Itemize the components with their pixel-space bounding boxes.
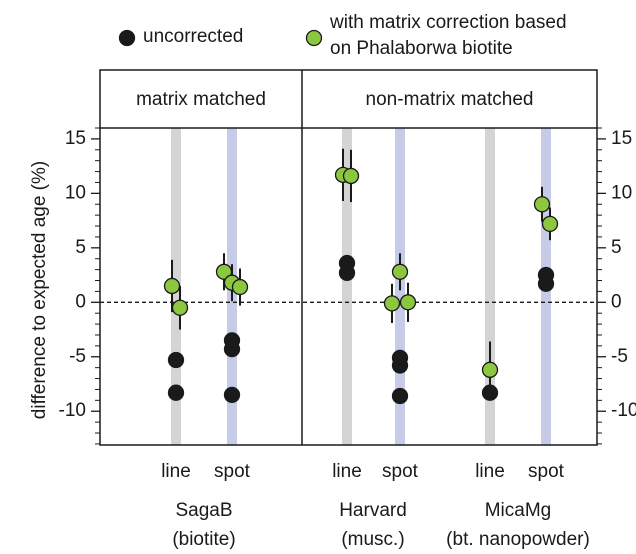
data-point [391, 263, 409, 280]
data-point [399, 294, 417, 311]
group-note: (bt. nanopowder) [446, 529, 590, 550]
y-tick-label-right: -5 [611, 346, 628, 367]
y-tick-label-right: 10 [611, 182, 632, 203]
x-tick-label: line [475, 461, 505, 482]
panel-label: matrix matched [136, 89, 266, 110]
data-point [223, 340, 241, 358]
y-tick-label: 5 [75, 237, 86, 258]
legend-label: uncorrected [143, 26, 244, 47]
data-point [342, 167, 360, 185]
band [485, 128, 495, 445]
group-label: Harvard [339, 500, 407, 521]
data-point [481, 361, 499, 378]
x-tick-label: spot [528, 461, 565, 482]
legend-marker [305, 29, 323, 47]
x-tick-label: spot [214, 461, 251, 482]
x-tick-label: spot [382, 461, 419, 482]
data-point [167, 351, 185, 369]
y-tick-label: -5 [69, 346, 86, 367]
y-tick-label-right: 5 [611, 237, 622, 258]
data-point [338, 264, 356, 282]
y-axis-label: difference to expected age (%) [29, 161, 50, 419]
y-tick-label: -10 [59, 400, 86, 421]
frame [99, 69, 598, 446]
legend-label: with matrix correction based on Phalabor… [330, 12, 567, 59]
data-point [541, 215, 559, 233]
y-tick-label-right: 15 [611, 128, 632, 149]
data-point [533, 196, 551, 213]
data-point [537, 275, 555, 292]
data-point [391, 387, 409, 405]
data-point [391, 357, 409, 374]
data-point [163, 277, 181, 295]
data-point [223, 386, 241, 404]
data-point [171, 299, 189, 316]
band [342, 128, 352, 445]
data-point [383, 295, 401, 312]
group-note: (musc.) [341, 529, 404, 550]
data-point [231, 278, 249, 296]
x-tick-label: line [332, 461, 362, 482]
y-tick-label-right: -10 [611, 400, 636, 421]
group-label: SagaB [175, 500, 232, 521]
group-label: MicaMg [485, 500, 552, 521]
panel-label: non-matrix matched [366, 89, 534, 110]
data-point [167, 384, 185, 401]
y-tick-label: 15 [65, 128, 86, 149]
group-note: (biotite) [172, 529, 235, 550]
legend-marker [118, 29, 136, 47]
y-tick-label: 0 [75, 291, 86, 312]
y-tick-label-right: 0 [611, 291, 622, 312]
y-tick-label: 10 [65, 182, 86, 203]
x-tick-label: line [161, 461, 191, 482]
